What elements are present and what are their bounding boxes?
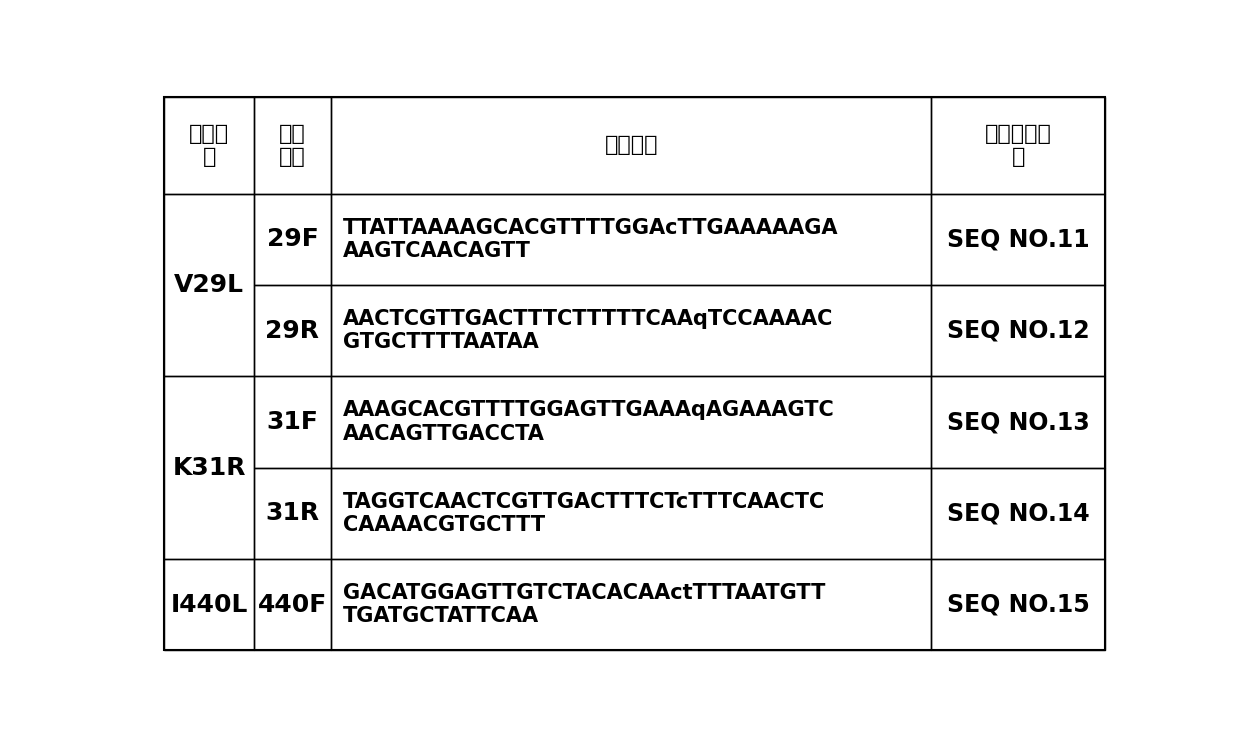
Bar — [331, 377, 932, 468]
Text: V29L: V29L — [175, 273, 244, 297]
Bar — [331, 97, 932, 194]
Bar — [254, 559, 331, 650]
Bar — [932, 285, 1105, 377]
Text: TAGGTCAACTCGTTGACTTTCTcTTTCAACTC
CAAAACGTGCTTT: TAGGTCAACTCGTTGACTTTCTcTTTCAACTC CAAAACG… — [342, 492, 825, 535]
Text: 29R: 29R — [265, 318, 320, 343]
Bar — [932, 377, 1105, 468]
Text: 引物
名称: 引物 名称 — [279, 124, 306, 167]
Bar — [932, 97, 1105, 194]
Bar — [331, 468, 932, 559]
Bar — [165, 377, 254, 559]
Text: AAAGCACGTTTTGGAGTTGAAAqAGAAAGTC
AACAGTTGACCTA: AAAGCACGTTTTGGAGTTGAAAqAGAAAGTC AACAGTTG… — [342, 400, 834, 444]
Text: SEQ NO.13: SEQ NO.13 — [947, 410, 1090, 434]
Bar — [165, 559, 254, 650]
Text: TTATTAAAAGCACGTTTTGGAcTTGAAAAAGA
AAGTCAACAGTT: TTATTAAAAGCACGTTTTGGAcTTGAAAAAGA AAGTCAA… — [342, 218, 838, 261]
Text: AACTCGTTGACTTTCTTTTTCAAqTCCAAAAC
GTGCTTTTAATAA: AACTCGTTGACTTTCTTTTTCAAqTCCAAAAC GTGCTTT… — [342, 309, 833, 352]
Text: 440F: 440F — [258, 593, 327, 617]
Bar — [331, 194, 932, 285]
Text: SEQ NO.14: SEQ NO.14 — [947, 501, 1090, 525]
Bar — [254, 468, 331, 559]
Text: 31R: 31R — [265, 501, 320, 525]
Text: I440L: I440L — [171, 593, 248, 617]
Bar — [165, 97, 254, 194]
Text: SEQ NO.15: SEQ NO.15 — [947, 593, 1090, 617]
Text: K31R: K31R — [172, 455, 245, 480]
Bar — [254, 194, 331, 285]
Text: 突变位
点: 突变位 点 — [190, 124, 229, 167]
Bar — [331, 559, 932, 650]
Bar — [932, 194, 1105, 285]
Text: SEQ NO.12: SEQ NO.12 — [947, 318, 1090, 343]
Text: 29F: 29F — [266, 228, 318, 251]
Text: 引物序列: 引物序列 — [605, 136, 658, 156]
Bar — [254, 285, 331, 377]
Bar — [331, 285, 932, 377]
Bar — [254, 97, 331, 194]
Text: 对应专利序
列: 对应专利序 列 — [985, 124, 1052, 167]
Bar — [254, 377, 331, 468]
Bar — [932, 559, 1105, 650]
Text: 31F: 31F — [266, 410, 318, 434]
Bar — [165, 194, 254, 377]
Text: SEQ NO.11: SEQ NO.11 — [947, 228, 1090, 251]
Text: GACATGGAGTTGTCTACACAActTTTAATGTT
TGATGCTATTCAA: GACATGGAGTTGTCTACACAActTTTAATGTT TGATGCT… — [342, 583, 825, 626]
Bar — [932, 468, 1105, 559]
